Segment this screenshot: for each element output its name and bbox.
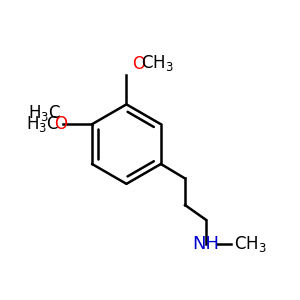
Text: H$_3$C: H$_3$C bbox=[26, 114, 59, 134]
Text: NH: NH bbox=[192, 235, 219, 253]
Text: CH$_3$: CH$_3$ bbox=[234, 234, 266, 254]
Text: H$_3$C: H$_3$C bbox=[28, 103, 61, 123]
Text: O: O bbox=[54, 115, 67, 133]
Text: O: O bbox=[132, 56, 145, 74]
Text: CH$_3$: CH$_3$ bbox=[141, 53, 173, 74]
